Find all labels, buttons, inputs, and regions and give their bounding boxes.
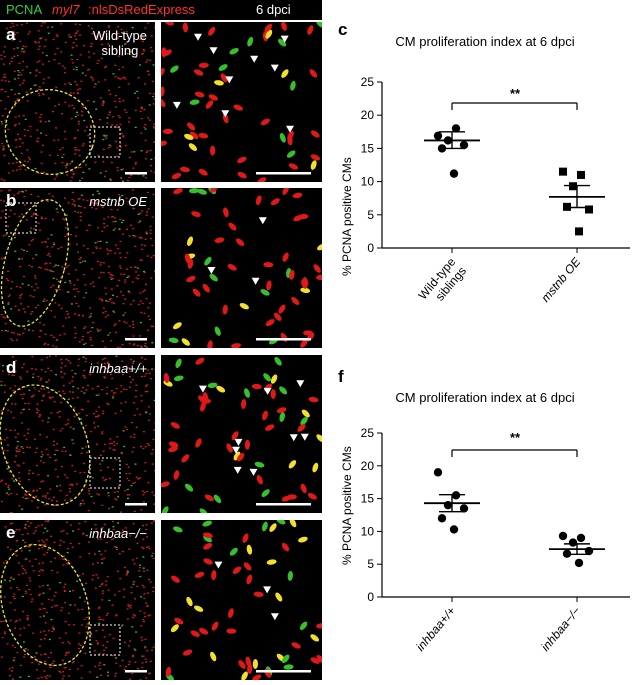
chart-f-plot: 0 5 10 15 20 25 inhbaa+/+ inhbaa−/− [361,426,630,654]
data-point [433,131,443,140]
data-point [443,500,453,510]
panel-genotype-label-d: inhbaa+/+ [89,361,147,376]
chart-f: f CM proliferation index at 6 dpci % PCN… [330,345,640,685]
chart-c: c CM proliferation index at 6 dpci % PCN… [330,0,640,340]
chart-f-significance: ** [510,430,521,445]
data-point [574,558,584,568]
y-tick-label: 5 [367,208,374,222]
data-point [459,504,469,513]
x-category-label: inhbaa+/+ [413,604,458,654]
chart-c-title: CM proliferation index at 6 dpci [395,34,575,49]
x-category-label: inhbaa−/− [538,604,583,654]
overview-panel-d: d inhbaa+/+ [0,355,155,513]
zoom-panel-b [161,188,322,348]
data-point [451,124,461,133]
header-pcna-label: PCNA [6,2,43,17]
chart-f-title: CM proliferation index at 6 dpci [395,390,575,405]
data-point [585,205,593,214]
y-tick-label: 15 [361,492,375,506]
x-category-label: Wild-typesiblings [415,255,469,312]
overview-panel-b: b mstnb OE [0,188,155,348]
panel-genotype-label-a: Wild-type sibling [92,28,147,58]
data-point [577,170,585,179]
overview-panel-e: e inhbaa−/− [0,520,155,680]
data-point [459,140,469,150]
y-tick-label: 20 [361,459,375,473]
data-point [568,538,578,547]
panel-label-b: b [6,191,17,210]
panel-label-c: c [338,20,348,39]
y-tick-label: 5 [367,557,374,571]
y-tick-label: 20 [361,108,375,122]
panel-label-e: e [6,523,16,542]
header-reporter-label: :nlsDsRedExpress [88,2,195,17]
figure-header: PCNA myl7 :nlsDsRedExpress 6 dpci [0,0,322,20]
zoom-panel-d [161,355,322,513]
panel-label-a: a [6,25,16,44]
header-time-label: 6 dpci [256,2,291,17]
panel-label-f: f [338,367,344,386]
data-point [559,167,567,176]
panel-genotype-label-e: inhbaa−/− [89,526,147,541]
y-tick-label: 25 [361,426,375,440]
panel-genotype-label-b: mstnb OE [89,194,147,209]
zoom-panel-a [161,22,322,182]
data-point [433,468,443,477]
data-point [558,531,568,541]
data-point [576,533,586,543]
y-tick-label: 10 [361,524,375,538]
zoom-panel-e [161,520,322,680]
data-point [575,227,583,236]
chart-c-plot: 0 5 10 15 20 25 Wild-typesiblings mstnb OE [361,75,630,312]
header-myl7-label: myl7 [52,2,80,17]
chart-c-significance: ** [510,86,521,101]
y-tick-label: 25 [361,75,375,89]
overview-panel-a: a Wild-type sibling [0,22,155,182]
y-tick-label: 10 [361,175,375,189]
y-tick-label: 15 [361,141,375,155]
data-point [449,525,459,534]
y-tick-label: 0 [367,241,374,255]
panel-label-d: d [6,358,17,377]
x-category-label: mstnb OE [538,254,584,305]
data-point [437,514,447,523]
data-point [449,169,459,178]
y-tick-label: 0 [367,590,374,604]
